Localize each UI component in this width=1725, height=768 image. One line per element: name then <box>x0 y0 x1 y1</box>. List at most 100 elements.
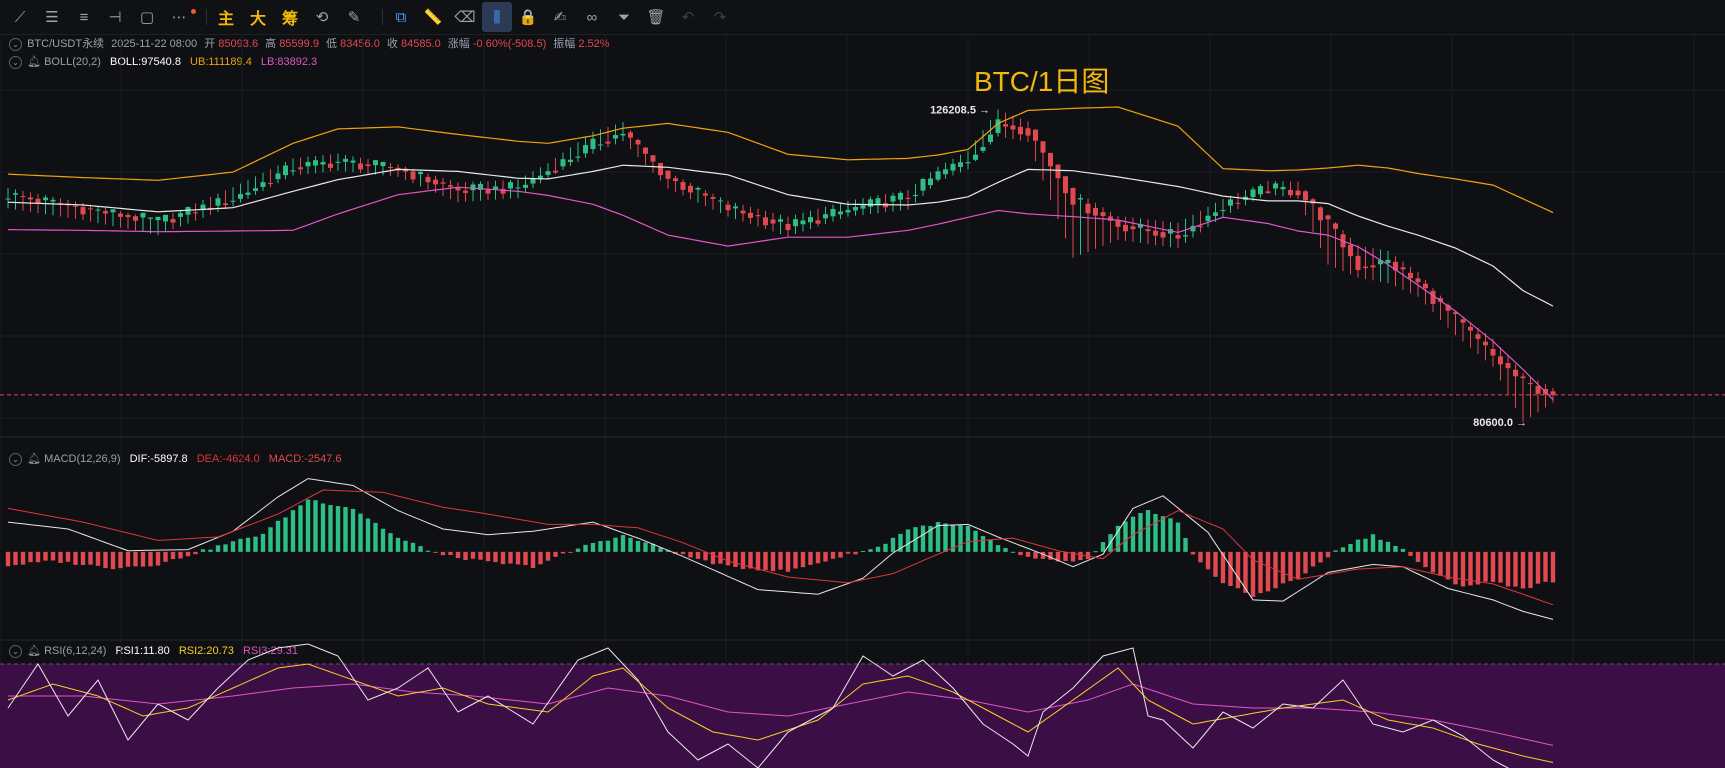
collapse-chevron-icon[interactable]: ⌄ <box>9 37 22 51</box>
candle-body <box>785 223 791 231</box>
macd-histogram-bar <box>650 543 656 552</box>
magnet-icon[interactable]: ⧉ <box>395 8 407 26</box>
eraser-icon[interactable]: ⌫ <box>454 9 476 26</box>
candles-icon[interactable]: ⫼ <box>482 2 512 32</box>
macd-histogram-bar <box>665 550 671 552</box>
horizontal-lines-icon[interactable]: ≡ <box>79 8 89 26</box>
indicator-tab-3[interactable]: 筹 <box>281 11 298 28</box>
candle-body <box>1018 126 1023 135</box>
macd-histogram-bar <box>770 551 776 572</box>
rsi2-line <box>7 663 1554 763</box>
macd-histogram-bar <box>1160 516 1166 552</box>
candle-body <box>268 183 273 185</box>
change-label: 涨幅 <box>447 38 470 50</box>
candle-body <box>973 154 978 160</box>
undo-icon[interactable]: ↶ <box>681 9 695 26</box>
candle-body <box>703 193 708 196</box>
rsi1-line <box>7 643 1510 768</box>
macd-histogram-bar <box>748 551 753 569</box>
candle-body <box>1385 259 1391 264</box>
macd-histogram-bar <box>1550 551 1556 583</box>
macd-histogram-bar <box>568 551 573 553</box>
macd-histogram-bar <box>110 551 116 570</box>
candle-body <box>793 219 798 227</box>
candle-body <box>1153 230 1158 236</box>
candle-body <box>95 209 101 211</box>
more-tools-icon[interactable]: ⋯ <box>171 9 187 26</box>
candle-body <box>125 214 131 218</box>
candle-body <box>800 220 806 225</box>
macd-histogram-bar <box>1288 551 1293 582</box>
macd-histogram-bar <box>275 520 281 552</box>
candle-body <box>1460 319 1466 323</box>
kline-chart[interactable]: 126208.5 → 80600.0 → <box>0 34 1725 768</box>
macd-histogram-bar <box>1543 551 1548 582</box>
candle-body <box>410 171 416 180</box>
swap-icon[interactable]: ⟲ <box>315 9 329 26</box>
macd-histogram-bar <box>845 551 851 554</box>
candle-body <box>1445 305 1451 311</box>
bell-icon[interactable]: 🔔︎ <box>27 56 42 68</box>
candle-body <box>1333 223 1338 229</box>
indicator-tab-2[interactable]: 大 <box>249 11 266 28</box>
boll-legend: ⌄ 🔔︎ BOLL(20,2) BOLL:97540.8 UB:111189.4… <box>9 55 317 69</box>
candle-body <box>200 204 206 211</box>
macd-histogram-bar <box>710 551 716 565</box>
collapse-chevron-icon[interactable]: ⌄ <box>9 644 22 658</box>
candle-body <box>1205 215 1211 222</box>
macd-histogram-bar <box>1363 538 1368 552</box>
macd-histogram-bar <box>988 539 993 552</box>
collapse-chevron-icon[interactable]: ⌄ <box>9 452 22 466</box>
macd-histogram-bar <box>943 523 948 552</box>
candle-body <box>1408 272 1413 279</box>
macd-histogram-bar <box>793 551 798 569</box>
redo-icon[interactable]: ↷ <box>713 9 727 26</box>
candle-body <box>305 161 311 167</box>
candle-body <box>1438 298 1443 302</box>
candle-body <box>740 210 746 214</box>
link-icon[interactable]: ∞ <box>586 8 598 26</box>
macd-histogram-bar <box>1093 551 1098 553</box>
candle-body <box>485 189 491 194</box>
rsi-name: RSI(6,12,24) <box>44 645 107 657</box>
ruler-icon[interactable]: 📏 <box>423 9 443 26</box>
horizontal-ray-icon[interactable]: ⊣ <box>108 9 122 26</box>
candle-body <box>635 140 641 145</box>
candle-body <box>1355 255 1361 271</box>
macd-histogram-bar <box>1483 551 1488 582</box>
macd-hist-value: MACD:-2547.6 <box>268 453 342 465</box>
collapse-chevron-icon[interactable]: ⌄ <box>9 55 22 69</box>
candle-body <box>178 213 183 217</box>
bell-icon[interactable]: 🔔︎ <box>27 453 42 465</box>
macd-histogram-bar <box>403 540 408 552</box>
lock-icon[interactable]: 🔒 <box>518 9 538 26</box>
candle-body <box>875 198 881 206</box>
macd-histogram-bar <box>1348 543 1353 552</box>
rectangle-icon[interactable]: ▢ <box>139 9 155 26</box>
candle-body <box>1220 210 1226 212</box>
candle-body <box>35 198 41 203</box>
candle-body <box>988 134 993 142</box>
bell-icon[interactable]: 🔔︎ <box>27 645 42 657</box>
edit-list-icon[interactable]: ✍ <box>553 9 567 26</box>
notification-dot <box>191 9 196 14</box>
brush-icon[interactable]: ✎ <box>347 9 361 26</box>
macd-histogram-bar <box>583 544 588 552</box>
candle-body <box>110 209 116 213</box>
macd-histogram-bar <box>755 551 761 571</box>
trend-line-icon[interactable]: ⟋ <box>14 8 26 26</box>
candle-body <box>245 192 251 195</box>
macd-histogram-bar <box>1393 545 1398 552</box>
candle-body <box>148 217 153 219</box>
candle-body <box>613 135 618 139</box>
parallel-lines-icon[interactable]: ☰ <box>45 9 59 26</box>
candle-body <box>523 184 528 188</box>
candle-body <box>898 192 903 200</box>
trash-icon[interactable]: 🗑 <box>646 9 666 26</box>
filter-icon[interactable]: ⏷ <box>617 8 630 26</box>
indicator-tab-1[interactable]: 主 <box>217 11 234 28</box>
candle-body <box>5 198 11 200</box>
candle-body <box>853 207 858 211</box>
ohlc-legend: ⌄ BTC/USDT永续 2025-11-22 08:00 开 85093.6 … <box>9 37 610 51</box>
candle-body <box>290 170 296 172</box>
